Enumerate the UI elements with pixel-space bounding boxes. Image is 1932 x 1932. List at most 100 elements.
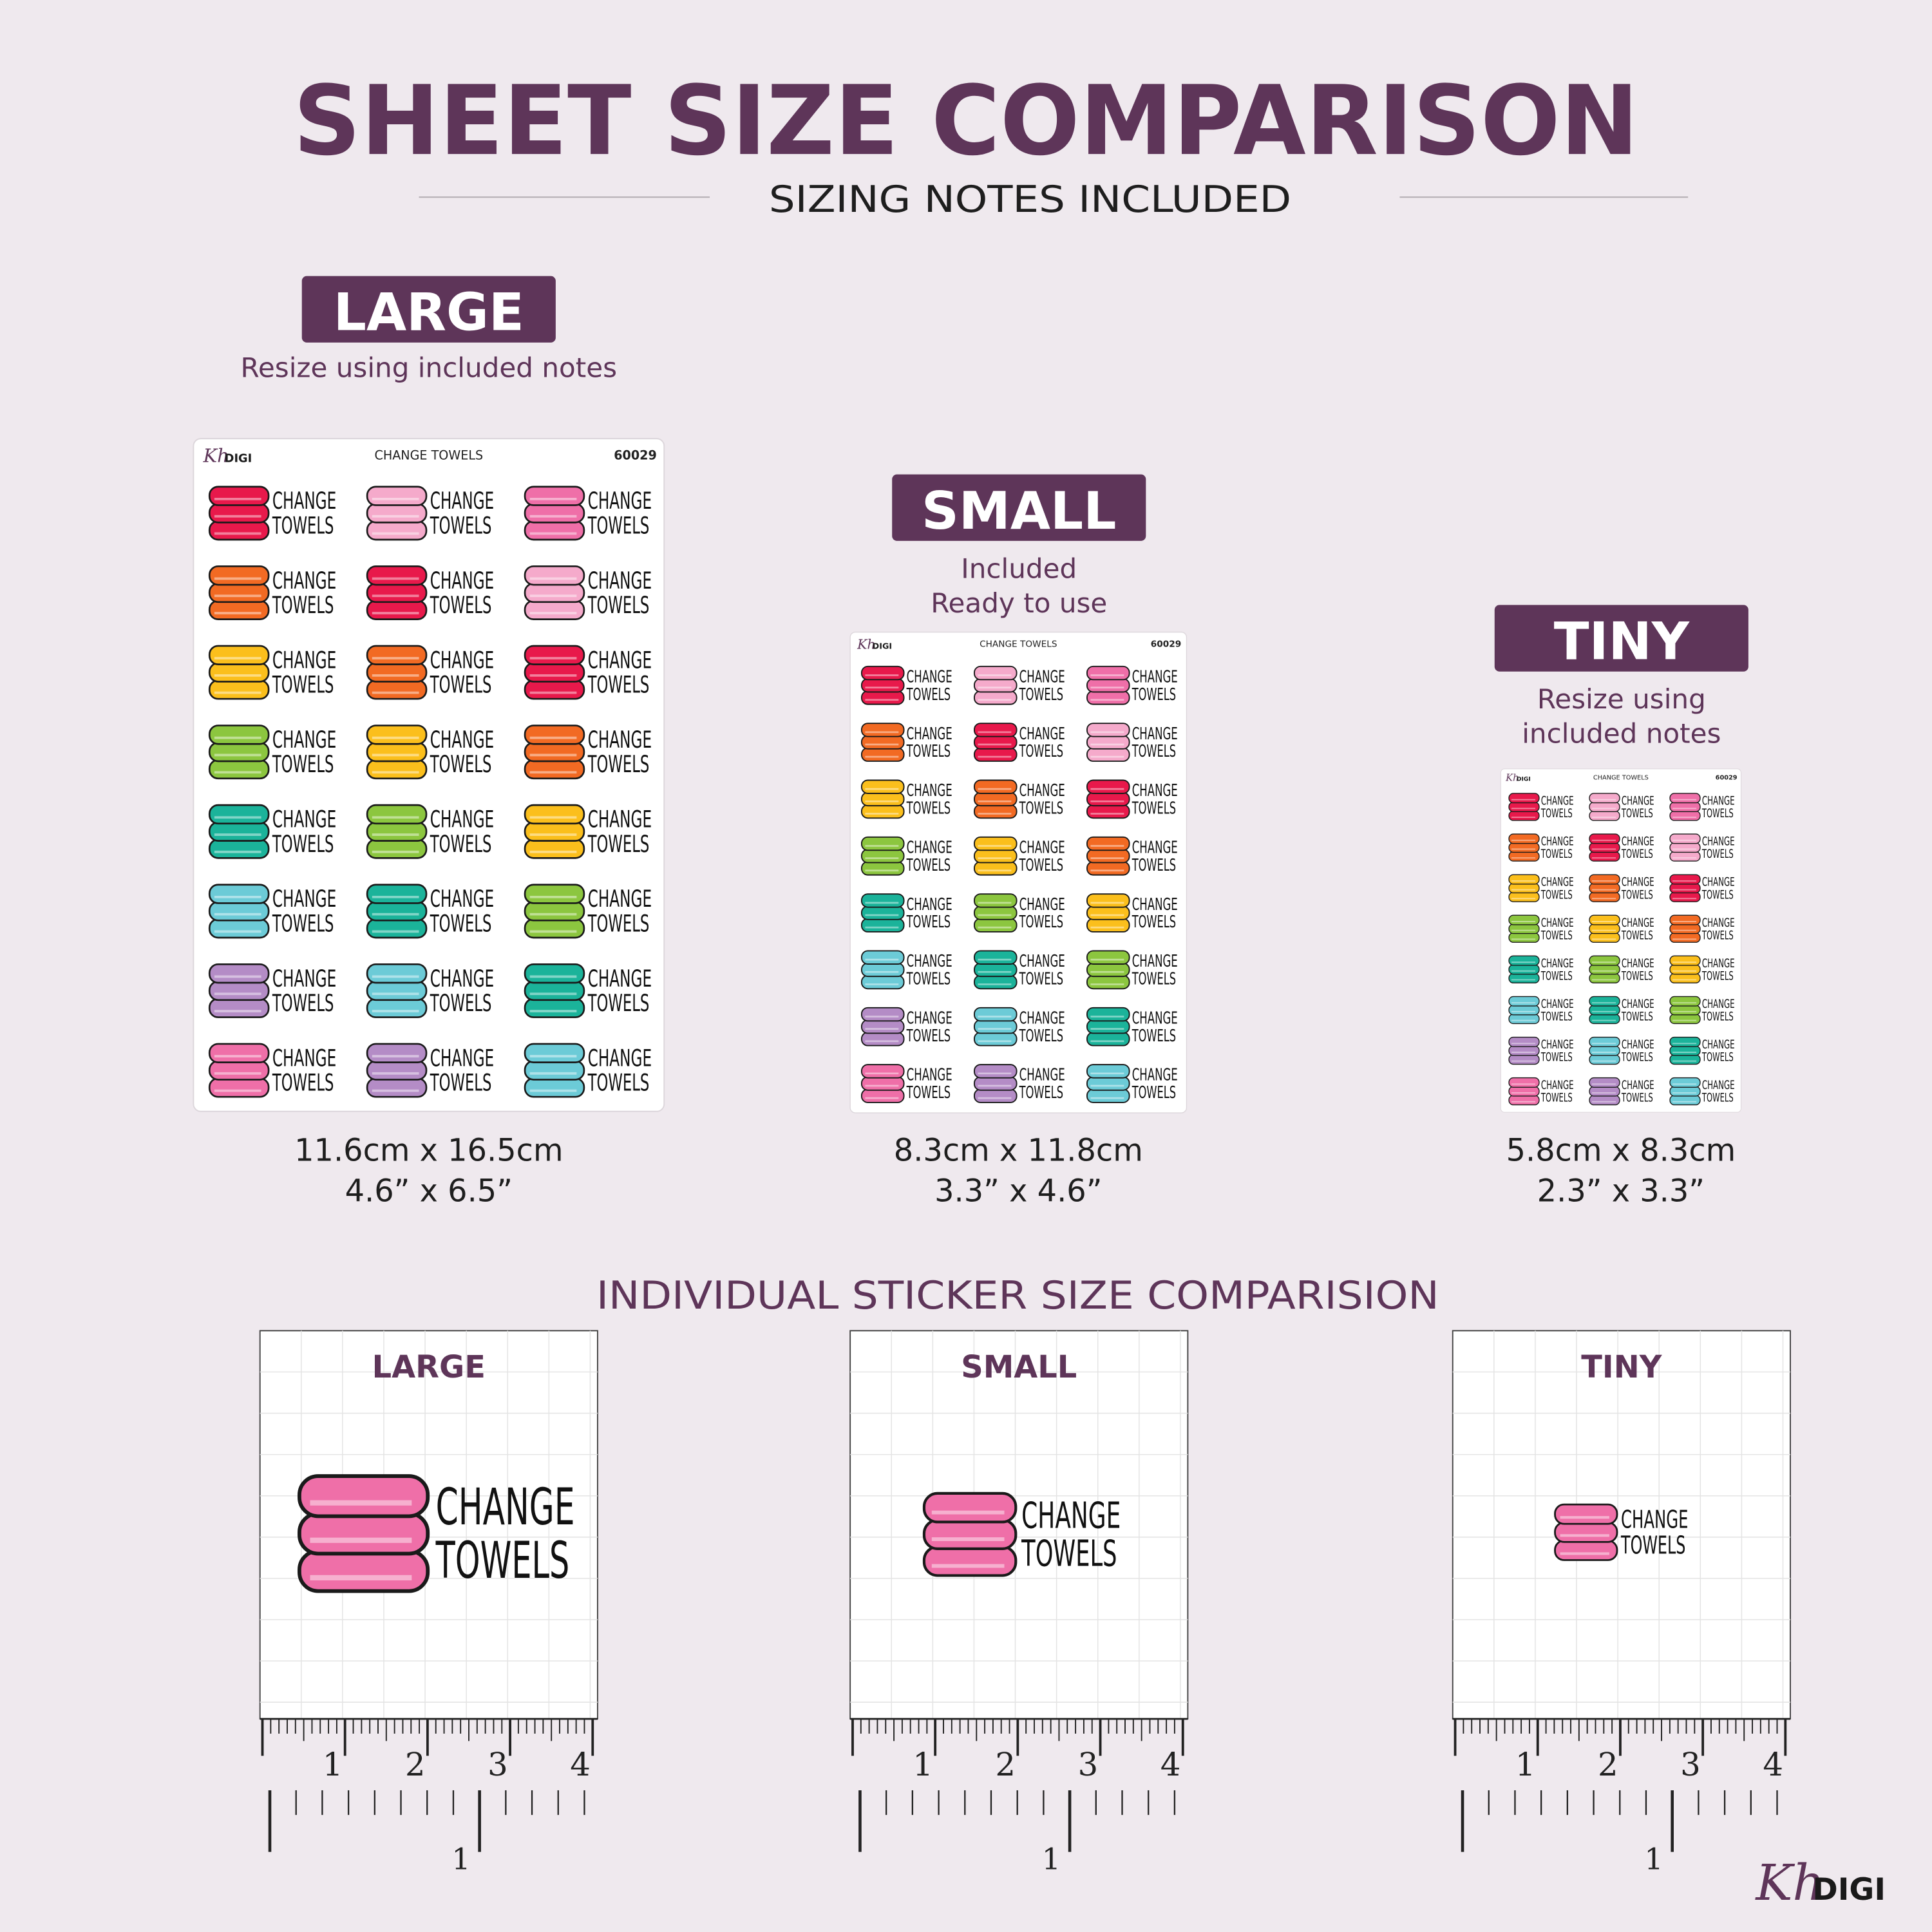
towel xyxy=(298,1511,430,1556)
towel xyxy=(1086,1019,1130,1034)
towel xyxy=(860,791,905,807)
towel xyxy=(1589,1086,1620,1097)
towel xyxy=(366,963,428,984)
towel xyxy=(366,998,428,1018)
towel xyxy=(1669,1045,1701,1056)
sticker-text: CHANGE xyxy=(272,646,336,674)
towel xyxy=(1508,1036,1540,1047)
towel xyxy=(1508,833,1540,844)
sticker-text: CHANGE xyxy=(430,726,494,753)
towel xyxy=(860,1076,905,1091)
towel xyxy=(524,662,585,683)
towel xyxy=(366,741,428,762)
towel xyxy=(366,1077,428,1098)
towel xyxy=(208,759,270,780)
towel xyxy=(1669,973,1701,984)
sticker-text: TOWELS xyxy=(906,799,951,818)
towel xyxy=(1669,923,1701,934)
logo-name: DIGI xyxy=(873,641,892,650)
sticker-text: TOWELS xyxy=(430,750,491,778)
towel xyxy=(1086,950,1130,965)
towel xyxy=(922,1492,1018,1524)
sticker-text: TOWELS xyxy=(906,685,951,705)
sticker-text: CHANGE xyxy=(1622,835,1654,849)
towel xyxy=(973,1076,1018,1091)
sticker-text: TOWELS xyxy=(272,830,334,858)
size-badge-label: LARGE xyxy=(334,282,524,343)
towel xyxy=(1086,1088,1130,1103)
page-subtitle: SIZING NOTES INCLUDED xyxy=(769,178,1291,221)
sticker-text: CHANGE xyxy=(272,726,336,753)
towel xyxy=(1086,735,1130,750)
sheet-dimensions: 4.6” x 6.5” xyxy=(345,1173,513,1209)
size-note: Ready to use xyxy=(931,587,1107,619)
towel xyxy=(922,1545,1018,1577)
towel xyxy=(524,503,585,524)
towel xyxy=(1086,791,1130,807)
towel xyxy=(524,679,585,700)
towel xyxy=(1086,678,1130,693)
ruler-label: 1 xyxy=(451,1841,470,1876)
sticker-text: CHANGE xyxy=(588,965,652,992)
sticker-text: CHANGE xyxy=(1541,795,1574,808)
sticker-text: CHANGE xyxy=(436,1477,575,1537)
towel xyxy=(973,1088,1018,1103)
towel xyxy=(366,582,428,603)
towel xyxy=(1669,801,1701,812)
sticker-text: CHANGE xyxy=(430,806,494,833)
towel xyxy=(860,690,905,705)
size-note: Resize using included notes xyxy=(241,352,618,383)
towel xyxy=(1508,1086,1540,1097)
towel xyxy=(1086,665,1130,681)
size-badge xyxy=(1494,605,1748,672)
logo-script: Kh xyxy=(857,636,876,652)
towel xyxy=(1086,1007,1130,1022)
towel xyxy=(860,665,905,681)
towel xyxy=(1086,905,1130,920)
sticker-text: CHANGE xyxy=(1541,998,1574,1011)
sticker-text: CHANGE xyxy=(1132,724,1178,744)
size-badge xyxy=(301,276,556,343)
sticker-text: CHANGE xyxy=(1019,1009,1065,1028)
towel xyxy=(1508,883,1540,894)
sticker-text: TOWELS xyxy=(906,1027,951,1046)
towel xyxy=(208,821,270,842)
towel xyxy=(1086,779,1130,794)
sticker-text: CHANGE xyxy=(1019,895,1065,914)
size-badge-label: SMALL xyxy=(922,480,1116,541)
ruler-label: 3 xyxy=(488,1746,508,1783)
towel xyxy=(524,980,585,1001)
sticker-text: CHANGE xyxy=(588,567,652,594)
sticker-text: TOWELS xyxy=(430,671,491,699)
towel xyxy=(860,779,905,794)
towel xyxy=(524,838,585,859)
ruler-label: 2 xyxy=(405,1746,426,1783)
sheet-code: 60029 xyxy=(1716,774,1738,781)
sticker-text: TOWELS xyxy=(1019,969,1063,989)
sticker-text: TOWELS xyxy=(272,750,334,778)
towel xyxy=(1086,723,1130,737)
towel xyxy=(208,963,270,984)
towel xyxy=(1086,690,1130,705)
sticker-text: CHANGE xyxy=(907,1066,952,1085)
towel xyxy=(1669,851,1701,862)
towel xyxy=(860,918,905,933)
towel xyxy=(1508,801,1540,812)
sticker-text: CHANGE xyxy=(1622,1038,1654,1052)
ruler-label: 1 xyxy=(323,1746,343,1783)
towel xyxy=(1589,874,1620,885)
size-badge-label: TINY xyxy=(1554,611,1690,672)
